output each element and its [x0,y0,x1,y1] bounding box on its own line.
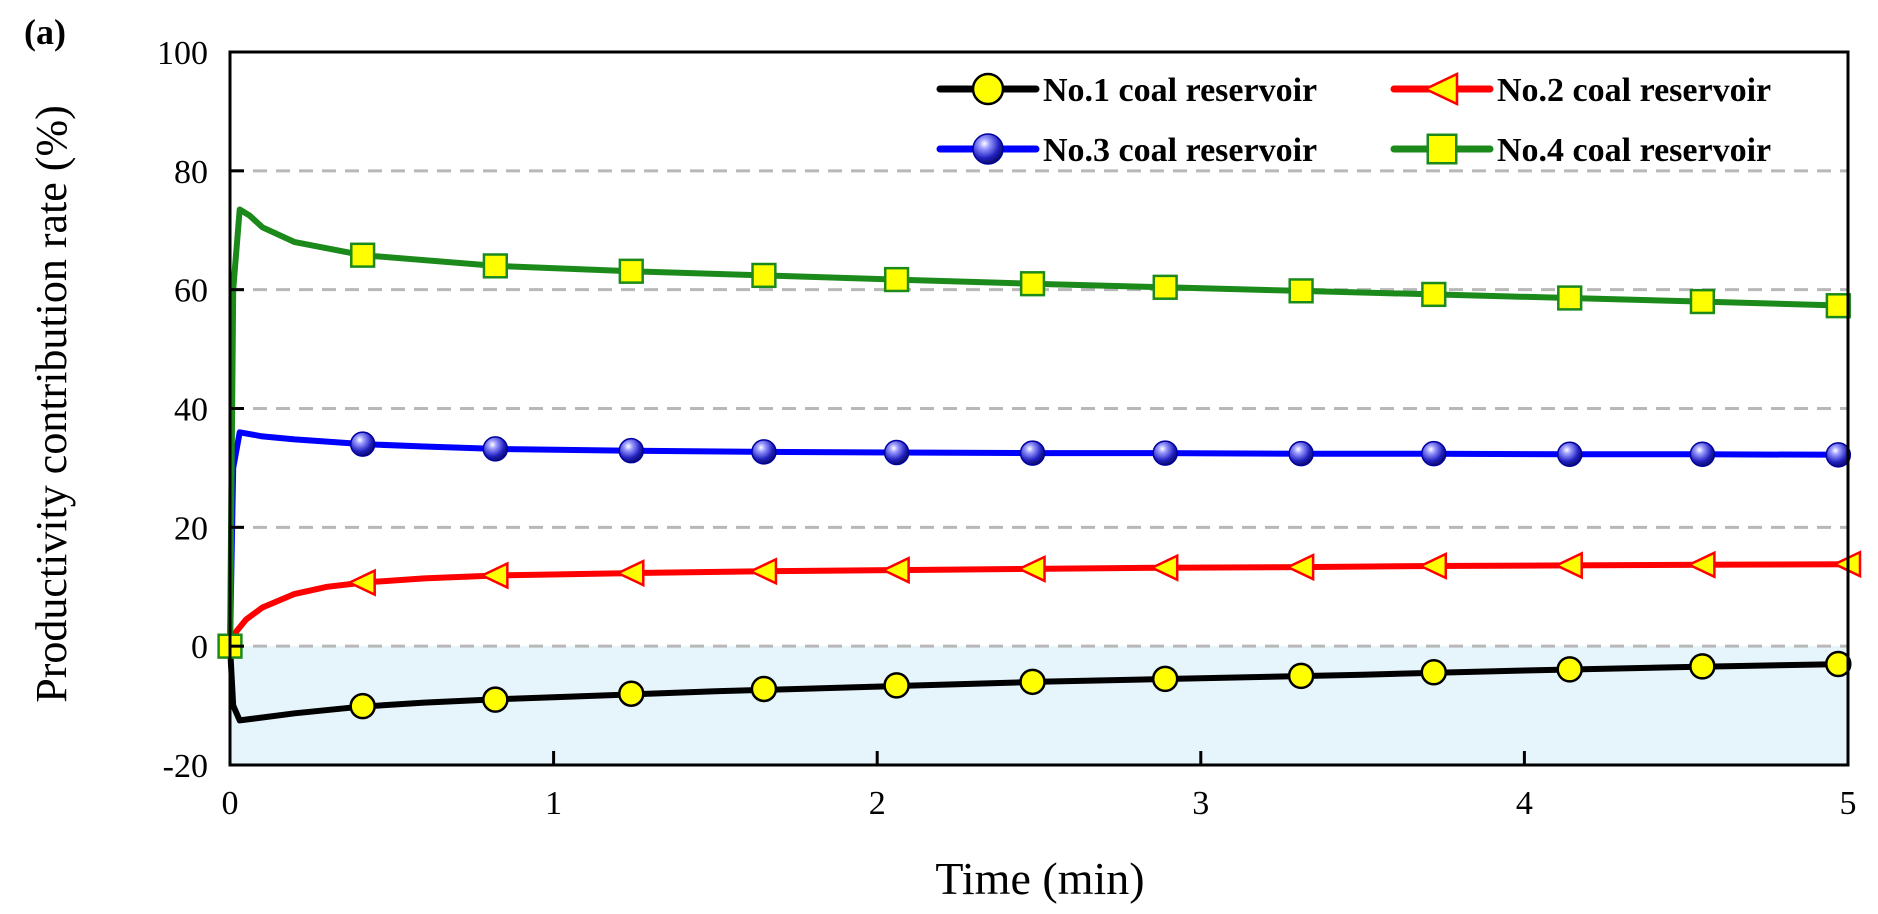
data-point-s3-9 [1556,441,1583,468]
series-line-3 [227,429,1851,650]
data-point-s3-10 [1689,441,1716,468]
legend-marker-1 [971,72,1005,106]
data-point-s4-11 [1689,288,1716,315]
data-point-s3-7 [1288,440,1314,467]
data-point-s1-0 [349,692,376,720]
x-tick-label-1: 1 [545,785,562,822]
data-point-s4-2 [482,253,509,279]
data-point-s4-9 [1421,281,1447,308]
y-tick-label-20: 20 [174,510,208,547]
data-point-s3-4 [883,439,910,466]
data-point-s2-7 [1285,553,1315,582]
data-point-s2-8 [1417,551,1448,580]
legend-marker-2 [1422,72,1459,106]
x-axis-label: Time (min) [935,853,1144,904]
axes [228,50,1850,767]
data-point-s1-6 [1151,665,1179,693]
data-point-s3-6 [1152,440,1178,466]
data-point-s3-11 [1825,442,1852,468]
data-point-s2-5 [1016,554,1046,583]
x-tick-label-2: 2 [869,785,886,822]
data-point-s4-5 [883,266,910,293]
panel-label: (a) [24,12,66,52]
data-point-s4-12 [1825,293,1851,319]
data-point-s1-1 [482,686,509,713]
data-point-s4-3 [618,258,644,284]
data-point-s4-10 [1557,285,1583,311]
x-tick-label-4: 4 [1516,785,1533,822]
data-point-s1-10 [1689,653,1716,680]
negative-region-shade [230,646,1848,765]
data-point-s4-8 [1288,278,1314,304]
data-point-s4-6 [1019,271,1046,297]
data-point-s3-5 [1019,440,1046,466]
legend-label-4: No.4 coal reservoir [1497,132,1771,169]
data-point-s1-7 [1287,662,1315,690]
data-point-s2-9 [1553,551,1583,580]
tick-labels: 0 1 2 3 4 5 -20 0 20 40 60 80 100 [157,35,1857,822]
data-point-s1-5 [1019,668,1046,696]
data-point-s1-3 [750,675,778,703]
legend-label-2: No.2 coal reservoir [1497,72,1771,109]
data-point-s2-6 [1149,553,1179,582]
y-axis-label: Productivity contribution rate (%) [27,105,76,703]
y-tick-label--20: -20 [163,748,208,785]
y-tick-label-0: 0 [191,629,208,666]
data-point-s3-3 [751,439,777,465]
series-line-1 [227,643,1851,724]
x-tick-label-0: 0 [222,785,239,822]
y-tick-label-80: 80 [174,154,208,191]
data-point-s3-2 [618,437,645,464]
data-point-s2-0 [346,568,376,597]
data-point-s4-4 [751,262,777,289]
data-point-s2-1 [479,561,509,590]
data-point-s3-8 [1421,440,1447,467]
legend-marker-4 [1426,133,1458,165]
legend: No.1 coal reservoir No.2 coal reservoir No… [936,72,1771,169]
y-tick-label-40: 40 [174,392,208,429]
data-point-s2-10 [1686,550,1716,579]
data-point-s4-7 [1152,274,1178,300]
data-point-s1-2 [618,680,645,707]
data-point-s1-9 [1556,656,1583,683]
series-line-4 [227,206,1851,650]
data-point-s2-2 [615,559,645,588]
data-point-s3-0 [349,431,376,457]
legend-marker-3 [972,133,1004,165]
series-markers [217,242,1862,720]
x-tick-label-3: 3 [1192,785,1209,822]
data-point-s1-4 [883,672,910,699]
legend-label-3: No.3 coal reservoir [1043,132,1317,169]
x-tick-label-5: 5 [1840,785,1857,822]
data-point-s4-1 [350,242,376,268]
y-tick-label-60: 60 [174,273,208,310]
data-point-s2-4 [880,556,910,585]
y-tick-label-100: 100 [157,35,208,72]
data-point-s3-1 [482,436,509,462]
data-point-s1-8 [1420,659,1448,686]
data-point-s1-11 [1825,650,1852,678]
data-point-s2-3 [747,557,778,586]
plot-background [230,646,1848,765]
legend-label-1: No.1 coal reservoir [1043,72,1317,109]
